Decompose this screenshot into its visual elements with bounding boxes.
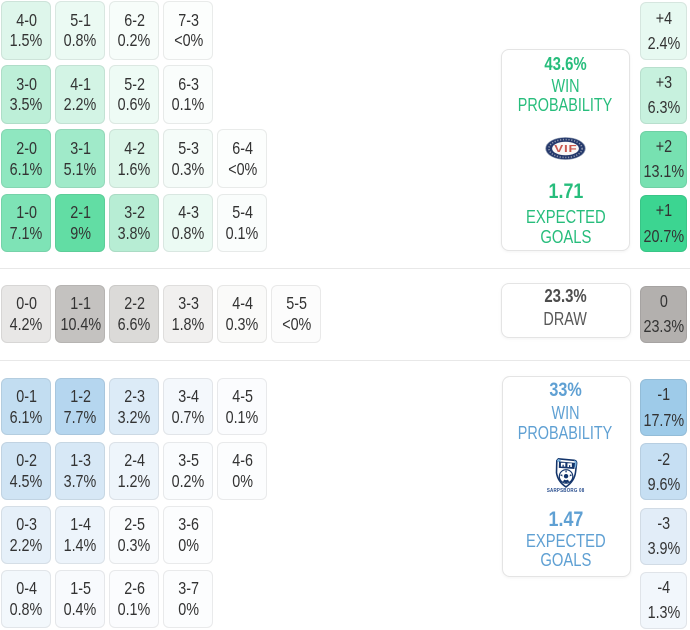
svg-text:VIF: VIF xyxy=(554,142,577,154)
